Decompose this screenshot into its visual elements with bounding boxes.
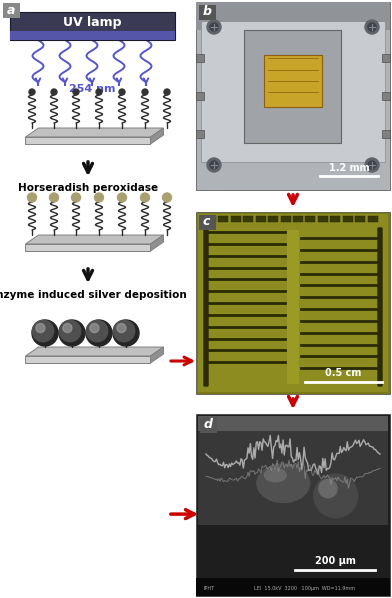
Bar [281,216,290,222]
Text: LEI  15.0kV  3200   100μm  WD=11.9mm: LEI 15.0kV 3200 100μm WD=11.9mm [254,586,355,591]
Circle shape [71,193,80,202]
Circle shape [207,20,221,34]
Bar [382,92,390,100]
Bar [196,130,204,138]
Bar [382,130,390,138]
Circle shape [96,89,102,95]
Circle shape [314,474,358,518]
Ellipse shape [264,468,287,483]
Polygon shape [25,235,163,244]
FancyBboxPatch shape [3,3,20,18]
Text: Enzyme induced silver deposition: Enzyme induced silver deposition [0,290,187,300]
Circle shape [142,89,148,95]
Circle shape [113,320,139,346]
Bar [318,216,328,222]
Bar [198,214,388,392]
Bar [287,230,299,384]
Text: IPHT: IPHT [204,586,215,591]
Ellipse shape [256,463,310,503]
Bar [196,414,390,596]
Bar [264,54,322,107]
Bar [245,30,341,143]
Text: b: b [203,5,212,18]
Circle shape [368,23,376,31]
Bar [293,216,303,222]
Bar [343,216,353,222]
Bar [201,21,385,162]
Circle shape [113,321,135,341]
Bar [198,416,388,525]
Text: UV lamp: UV lamp [63,16,122,29]
Circle shape [365,158,379,172]
Text: 200 μm: 200 μm [314,556,356,566]
Bar [196,2,390,30]
Bar [198,416,388,431]
Polygon shape [25,137,151,144]
Circle shape [207,158,221,172]
Text: 254 nm: 254 nm [69,84,115,94]
Circle shape [210,161,218,169]
Bar [355,216,365,222]
Circle shape [319,480,337,498]
Circle shape [118,193,127,202]
Text: 1.2 mm: 1.2 mm [328,163,369,173]
Circle shape [210,23,218,31]
Circle shape [94,193,103,202]
Text: 0.5 cm: 0.5 cm [325,368,362,378]
Bar [196,212,390,394]
Circle shape [60,321,81,341]
Circle shape [73,89,79,95]
FancyBboxPatch shape [10,12,175,40]
Bar [368,216,377,222]
Circle shape [140,193,149,202]
Circle shape [33,321,54,341]
Circle shape [59,320,85,346]
Circle shape [86,321,108,341]
Circle shape [365,20,379,34]
Circle shape [49,193,58,202]
Bar [196,578,390,596]
Bar [206,216,216,222]
Text: a: a [7,4,15,17]
FancyBboxPatch shape [10,31,175,40]
Bar [218,216,229,222]
Bar [243,216,253,222]
Circle shape [27,193,36,202]
Circle shape [119,89,125,95]
Circle shape [117,324,126,332]
FancyBboxPatch shape [200,418,217,433]
Bar [305,216,316,222]
Text: c: c [203,215,211,228]
FancyBboxPatch shape [199,5,216,20]
Bar [256,216,266,222]
Polygon shape [25,356,151,363]
Bar [268,216,278,222]
Bar [196,54,204,62]
Circle shape [29,89,35,95]
Bar [196,92,204,100]
Bar [231,216,241,222]
Polygon shape [151,347,163,363]
Polygon shape [25,128,163,137]
Circle shape [90,324,99,332]
Text: Horseradish peroxidase: Horseradish peroxidase [18,183,158,193]
Polygon shape [25,244,151,251]
Polygon shape [151,128,163,144]
Circle shape [32,320,58,346]
Circle shape [368,161,376,169]
Polygon shape [25,347,163,356]
Circle shape [63,324,72,332]
Circle shape [36,324,45,332]
Polygon shape [151,235,163,251]
Bar [330,216,340,222]
Bar [382,54,390,62]
Circle shape [164,89,170,95]
Circle shape [51,89,57,95]
FancyBboxPatch shape [199,215,216,230]
Circle shape [86,320,112,346]
Text: d: d [204,418,213,431]
Bar [196,2,390,190]
Circle shape [163,193,171,202]
